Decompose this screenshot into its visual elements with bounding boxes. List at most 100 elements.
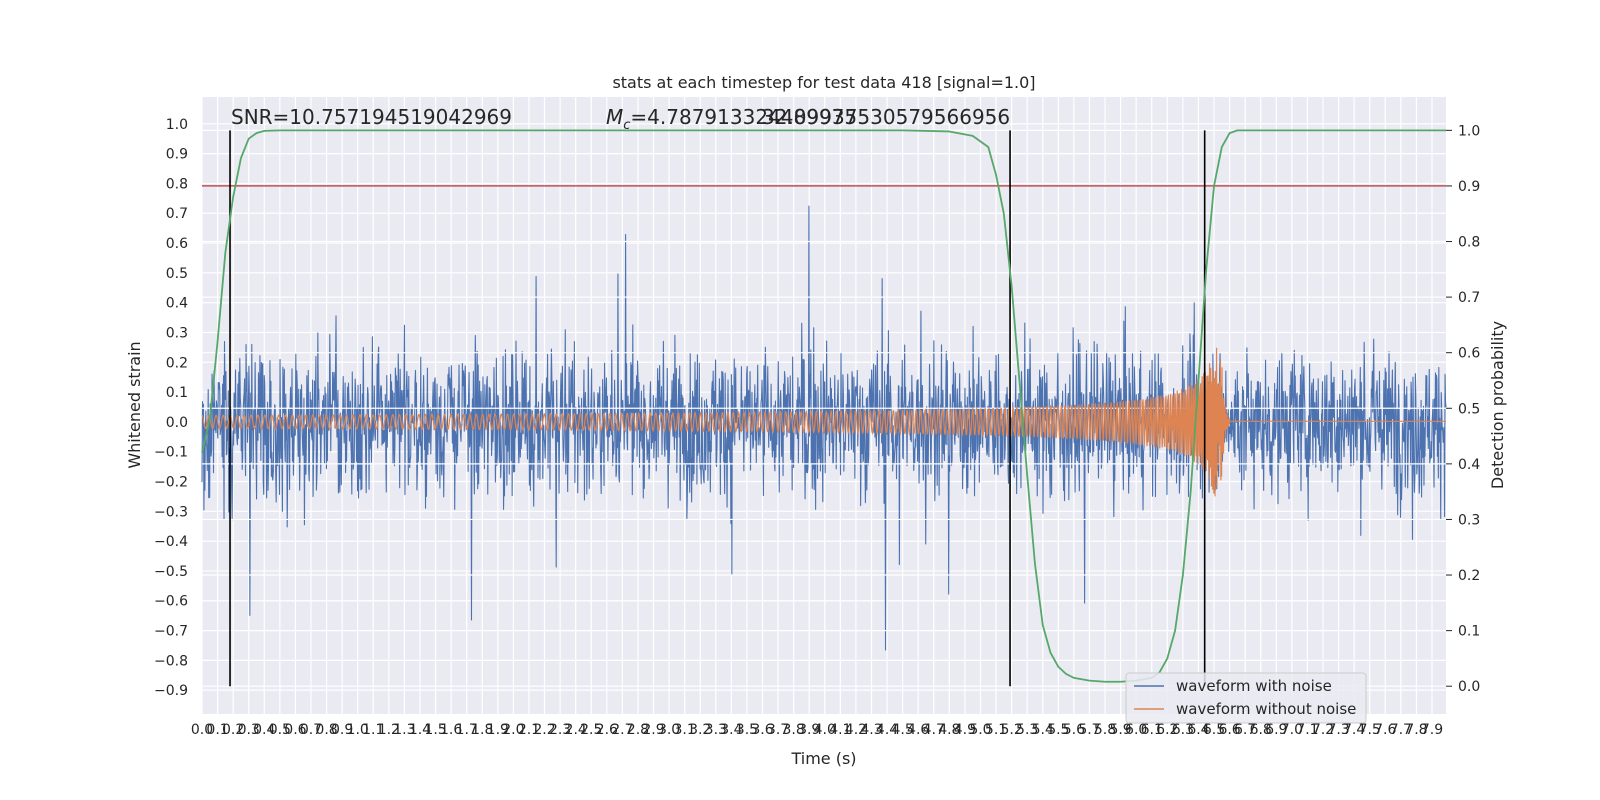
snr-annotation: SNR=10.757194519042969 — [231, 105, 512, 129]
y-tick-label: −0.5 — [154, 564, 188, 580]
x-tick-label: 3.0 — [658, 722, 680, 738]
right-y-tick-label: 0.4 — [1458, 457, 1480, 473]
y-tick-label: −0.2 — [154, 475, 188, 491]
chirp-line — [201, 347, 1446, 497]
series-waveform-without-noise — [201, 347, 1446, 497]
x-tick-label: 6.8 — [1250, 722, 1272, 738]
x-tick-label: 7.1 — [1296, 722, 1318, 738]
x-tick-label: 4.1 — [829, 722, 851, 738]
y-tick-label: −0.6 — [154, 594, 188, 610]
x-tick-label: 5.2 — [1000, 722, 1022, 738]
x-tick-label: 4.0 — [814, 722, 836, 738]
x-tick-label: 3.9 — [798, 722, 820, 738]
right-y-tick-label: 0.1 — [1458, 624, 1480, 640]
chirp-mass-value: =4.787913324489975 — [630, 105, 857, 129]
x-tick-label: 6.0 — [1125, 722, 1147, 738]
legend-box — [1125, 672, 1367, 724]
y-tick-label: −0.3 — [154, 504, 188, 520]
x-tick-label: 2.4 — [565, 722, 587, 738]
chirp-mass-symbol: M — [606, 105, 623, 129]
x-tick-label: 7.8 — [1405, 722, 1427, 738]
right-y-tick-label: 1.0 — [1458, 123, 1480, 139]
y-tick-label: 0.4 — [166, 296, 188, 312]
y-tick-label: −0.7 — [154, 624, 188, 640]
right-y-tick-label: 0.0 — [1458, 679, 1480, 695]
x-tick-label: 1.4 — [409, 722, 431, 738]
y-tick-label: 0.5 — [166, 266, 188, 282]
y-tick-label: 0.8 — [166, 176, 188, 192]
x-tick-label: 6.9 — [1265, 722, 1287, 738]
x-tick-label: 4.8 — [938, 722, 960, 738]
x-axis-label: Time (s) — [790, 749, 856, 768]
x-tick-label: 7.5 — [1359, 722, 1381, 738]
x-tick-label: 1.7 — [456, 722, 478, 738]
x-tick-label: 0.4 — [253, 722, 275, 738]
y-tick-label: 0.2 — [166, 355, 188, 371]
chirp-mass-subscript: c — [623, 118, 630, 133]
x-tick-label: 2.6 — [596, 722, 618, 738]
x-tick-label: 0.2 — [222, 722, 244, 738]
x-tick-label: 3.3 — [705, 722, 727, 738]
x-tick-label: 5.7 — [1078, 722, 1100, 738]
x-tick-label: 7.9 — [1421, 722, 1443, 738]
x-tick-label: 0.7 — [300, 722, 322, 738]
legend-label-noise: waveform with noise — [1176, 677, 1332, 695]
right-y-tick-label: 0.9 — [1458, 179, 1480, 195]
x-tick-label: 1.8 — [471, 722, 493, 738]
x-tick-label: 5.3 — [1016, 722, 1038, 738]
right-axis-gridlines — [202, 129, 1446, 687]
x-tick-label: 6.2 — [1156, 722, 1178, 738]
x-tick-label: 0.0 — [191, 722, 213, 738]
x-tick-label: 1.3 — [393, 722, 415, 738]
y-axis-label: Whitened strain — [125, 341, 144, 468]
x-tick-label: 7.0 — [1281, 722, 1303, 738]
x-tick-label: 5.6 — [1063, 722, 1085, 738]
x-tick-label: 2.0 — [502, 722, 524, 738]
x-tick-label: 4.9 — [954, 722, 976, 738]
right-y-tick-label: 0.6 — [1458, 346, 1480, 362]
x-tick-label: 2.3 — [549, 722, 571, 738]
y-tick-labels: −0.9 −0.8 −0.7 −0.6 −0.5 −0.4 −0.3 −0.2 −0.1 0.0 0… — [154, 117, 188, 699]
x-tick-label: 2.1 — [518, 722, 540, 738]
y-tick-label: 0.3 — [166, 325, 188, 341]
x-tick-label: 2.2 — [533, 722, 555, 738]
x-tick-label: 1.9 — [487, 722, 509, 738]
x-tick-label: 6.3 — [1172, 722, 1194, 738]
x-tick-label: 1.0 — [347, 722, 369, 738]
x-tick-label: 3.5 — [736, 722, 758, 738]
x-tick-label: 7.7 — [1390, 722, 1412, 738]
x-tick-label: 3.2 — [689, 722, 711, 738]
right-y-tick-label: 0.7 — [1458, 290, 1480, 306]
y-tick-label: −0.8 — [154, 653, 188, 669]
x-tick-label: 2.7 — [611, 722, 633, 738]
legend-label-clean: waveform without noise — [1176, 700, 1356, 718]
chirp-mass-annotation: Mc=4.787913324489975 — [606, 105, 857, 133]
x-tick-label: 7.2 — [1312, 722, 1334, 738]
x-tick-label: 2.5 — [580, 722, 602, 738]
y-tick-label: −0.9 — [154, 683, 188, 699]
x-tick-label: 5.0 — [969, 722, 991, 738]
x-tick-label: 4.7 — [923, 722, 945, 738]
series-waveform-with-noise — [201, 205, 1447, 651]
x-tick-label: 0.3 — [238, 722, 260, 738]
legend: waveform with noise waveform without noi… — [1125, 672, 1367, 724]
y-tick-label: 0.9 — [166, 147, 188, 163]
x-tick-label: 6.7 — [1234, 722, 1256, 738]
x-tick-label: 5.4 — [1032, 722, 1054, 738]
x-tick-label: 6.6 — [1218, 722, 1240, 738]
x-tick-label: 1.1 — [362, 722, 384, 738]
x-tick-label: 2.9 — [642, 722, 664, 738]
x-tick-label: 7.4 — [1343, 722, 1365, 738]
noise-line — [201, 205, 1447, 651]
right-y-tick-labels: 0.0 0.1 0.2 0.3 0.4 0.5 0.6 0.7 0.8 0.9 1.0 — [1446, 123, 1480, 695]
y-tick-label: −0.4 — [154, 534, 188, 550]
x-tick-label: 0.6 — [284, 722, 306, 738]
x-tick-label: 3.6 — [751, 722, 773, 738]
x-tick-label: 1.5 — [424, 722, 446, 738]
x-tick-label: 3.7 — [767, 722, 789, 738]
x-tick-label: 3.4 — [720, 722, 742, 738]
y-tick-label: −0.1 — [154, 445, 188, 461]
x-tick-label: 4.6 — [907, 722, 929, 738]
x-tick-label: 0.9 — [331, 722, 353, 738]
